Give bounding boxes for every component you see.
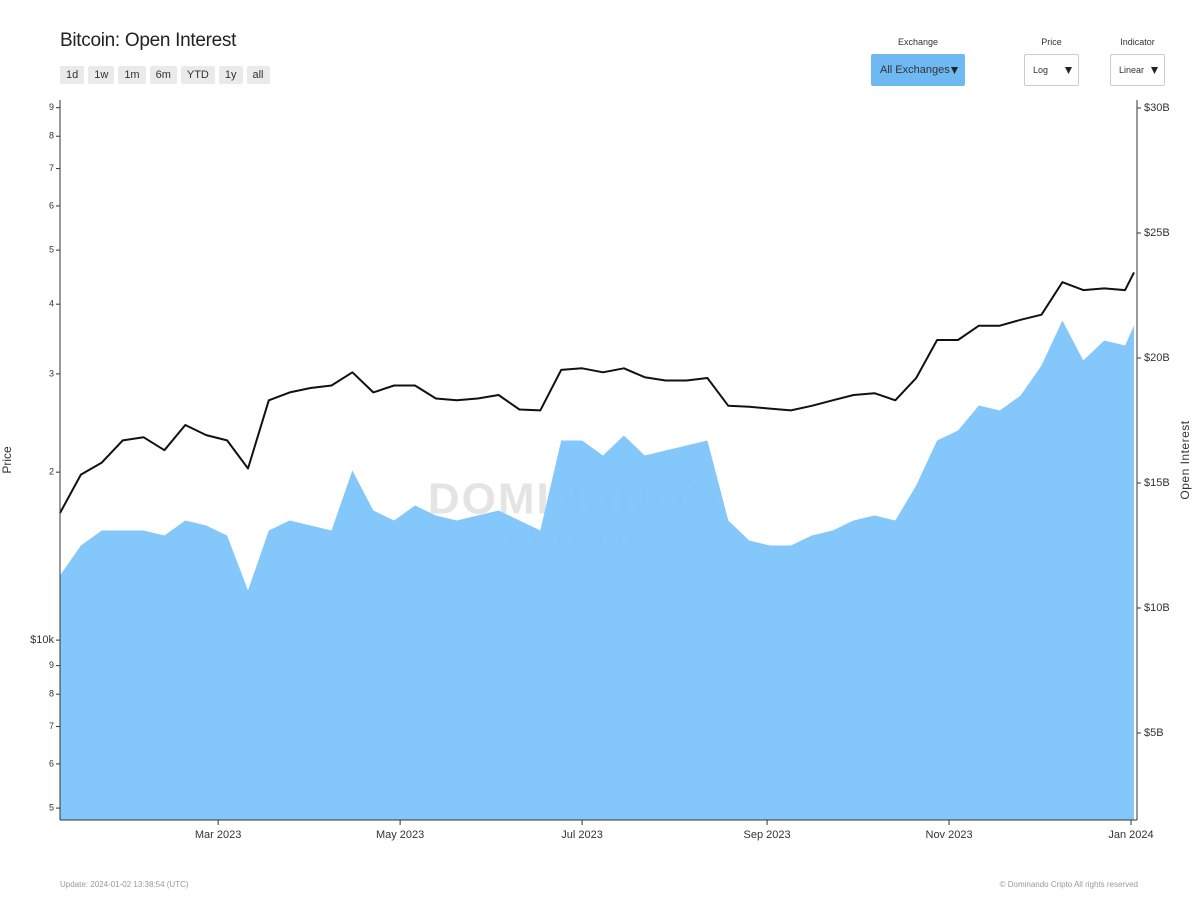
y2-tick-label: $25B <box>1144 227 1170 239</box>
control-label: Price <box>1041 37 1062 47</box>
y-tick-label: 5 <box>49 244 54 254</box>
y-tick-label: 9 <box>49 660 54 670</box>
y2-tick-label: $5B <box>1144 727 1164 739</box>
x-tick-label: May 2023 <box>376 829 424 841</box>
y-tick-label: 3 <box>49 368 54 378</box>
x-tick-label: Jul 2023 <box>561 829 603 841</box>
range-button[interactable]: 1m <box>118 66 146 84</box>
dropdown-arrow <box>1065 67 1072 74</box>
range-button[interactable]: 1d <box>60 66 85 84</box>
dropdown-arrow <box>1151 67 1158 74</box>
y-tick-label: 6 <box>49 758 54 768</box>
y-tick-label: 7 <box>49 721 54 731</box>
range-button[interactable]: YTD <box>180 66 215 84</box>
control-label: Exchange <box>897 37 939 47</box>
dropdown[interactable]: All Exchanges <box>871 54 965 86</box>
range-button[interactable]: 1y <box>218 66 243 84</box>
x-tick-label: Sep 2023 <box>744 829 791 841</box>
y2-axis-label: Open Interest <box>1178 420 1192 499</box>
y2-tick-label: $30B <box>1144 102 1170 114</box>
dropdown[interactable]: Log <box>1024 54 1079 86</box>
y-tick-label: 9 <box>49 102 54 112</box>
x-tick-label: Mar 2023 <box>195 829 241 841</box>
y-tick-label: $10k <box>30 634 54 646</box>
oi-area <box>60 320 1134 820</box>
copyright: © Dominando Cripto All rights reserved <box>999 880 1138 889</box>
control-label: Indicator <box>1120 37 1155 47</box>
range-button[interactable]: 6m <box>149 66 177 84</box>
dropdown-value: Log <box>1033 65 1049 75</box>
dropdown-value: Linear <box>1119 65 1145 75</box>
y-tick-label: 8 <box>49 131 54 141</box>
price-control: Price Log <box>1024 37 1079 86</box>
exchange-control: Exchange All Exchanges <box>871 37 965 86</box>
update-note: Update: 2024-01-02 13:38:54 (UTC) <box>60 880 189 889</box>
price-line <box>59 271 1135 514</box>
dropdown-value: All Exchanges <box>880 64 950 76</box>
y2-tick-label: $20B <box>1144 352 1170 364</box>
y-tick-label: 5 <box>49 802 54 812</box>
range-buttons: 1d 1w 1m 6m YTD 1y all <box>60 66 270 84</box>
dropdown[interactable]: Linear <box>1110 54 1165 86</box>
y2-tick-label: $15B <box>1144 477 1170 489</box>
y-tick-label: 7 <box>49 163 54 173</box>
y-tick-label: 6 <box>49 200 54 210</box>
y-tick-label: 2 <box>49 467 54 477</box>
x-tick-label: Nov 2023 <box>926 829 973 841</box>
y2-tick-label: $10B <box>1144 602 1170 614</box>
y-tick-label: 8 <box>49 689 54 699</box>
indicator-control: Indicator Linear <box>1110 37 1165 86</box>
y-axis-label: Price <box>0 446 14 474</box>
range-button[interactable]: all <box>246 66 270 84</box>
y-tick-label: 4 <box>49 299 54 309</box>
dropdown-arrow <box>951 67 958 74</box>
chart-title: Bitcoin: Open Interest <box>60 30 237 51</box>
range-button[interactable]: 1w <box>88 66 115 84</box>
x-tick-label: Jan 2024 <box>1108 829 1153 841</box>
